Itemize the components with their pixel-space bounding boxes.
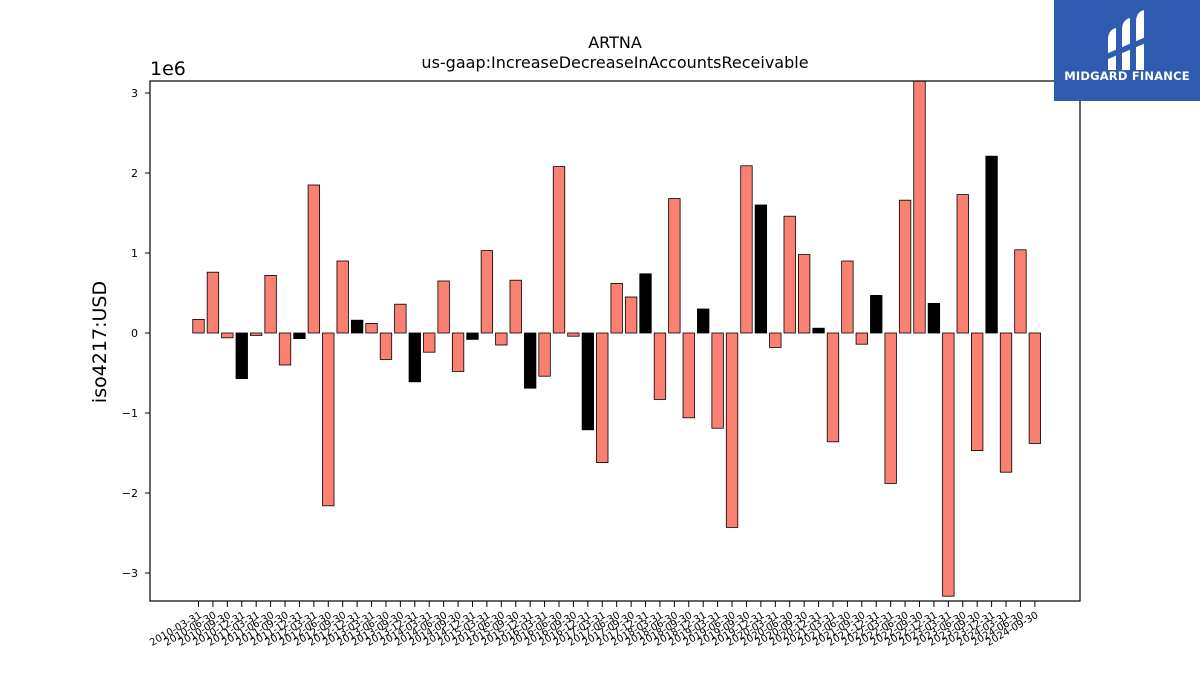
bar bbox=[797, 254, 811, 334]
bar bbox=[711, 332, 724, 429]
y-tick-label: 2 bbox=[131, 167, 138, 180]
bar bbox=[379, 332, 393, 360]
bar bbox=[884, 332, 897, 484]
midgard-logo-icon bbox=[1106, 10, 1148, 70]
bar bbox=[365, 322, 378, 334]
bar bbox=[1028, 332, 1042, 444]
bar bbox=[927, 302, 941, 334]
bar bbox=[336, 260, 349, 334]
y-tick-label: 3 bbox=[131, 87, 138, 100]
bar bbox=[624, 296, 638, 334]
y-tick-label: −3 bbox=[122, 567, 138, 580]
bar bbox=[682, 332, 695, 419]
bar bbox=[855, 332, 868, 345]
bar bbox=[942, 332, 955, 597]
bar bbox=[898, 199, 912, 334]
bar bbox=[610, 282, 623, 334]
y-tick-label: 1 bbox=[131, 247, 138, 260]
logo-text: MIDGARD FINANCE bbox=[1064, 69, 1190, 83]
bar bbox=[754, 204, 768, 334]
bar bbox=[206, 271, 220, 334]
bar bbox=[1014, 249, 1027, 334]
bar bbox=[221, 332, 234, 339]
bar bbox=[639, 273, 652, 334]
bar bbox=[408, 332, 421, 383]
bar bbox=[437, 280, 450, 334]
bar bbox=[538, 332, 551, 377]
bar bbox=[451, 332, 465, 372]
bar bbox=[423, 332, 436, 353]
bar bbox=[350, 319, 364, 334]
bar bbox=[826, 332, 840, 443]
bar bbox=[985, 155, 998, 334]
bar bbox=[466, 332, 479, 340]
y-axis-label: iso4217:USD bbox=[89, 281, 111, 403]
bar bbox=[264, 274, 277, 334]
bar bbox=[567, 332, 580, 337]
chart-title: ARTNA bbox=[588, 33, 642, 52]
bar bbox=[999, 332, 1013, 473]
midgard-finance-logo: MIDGARD FINANCE bbox=[1054, 0, 1200, 101]
bar bbox=[552, 166, 566, 334]
bar bbox=[192, 318, 205, 334]
bar bbox=[394, 303, 407, 334]
bar bbox=[971, 332, 984, 451]
bar bbox=[841, 260, 854, 334]
bar bbox=[322, 332, 335, 507]
bar bbox=[278, 332, 292, 366]
bar bbox=[307, 184, 321, 334]
bar bbox=[581, 332, 594, 431]
bar bbox=[913, 80, 926, 334]
y-offset-label: 1e6 bbox=[150, 58, 186, 80]
bar bbox=[480, 250, 494, 334]
bar bbox=[250, 332, 263, 336]
bar bbox=[725, 332, 739, 528]
bar bbox=[697, 308, 710, 334]
chart-subtitle: us-gaap:IncreaseDecreaseInAccountsReceiv… bbox=[421, 53, 808, 72]
bar bbox=[812, 327, 825, 334]
bar bbox=[740, 165, 753, 334]
bar bbox=[293, 332, 306, 339]
bar bbox=[653, 332, 667, 400]
y-tick-label: −2 bbox=[122, 487, 138, 500]
bar bbox=[596, 332, 609, 464]
y-tick-label: 0 bbox=[131, 327, 138, 340]
bar bbox=[524, 332, 537, 389]
bar bbox=[495, 332, 508, 346]
bar bbox=[956, 194, 969, 334]
plot-frame bbox=[149, 80, 1081, 602]
bar bbox=[509, 279, 522, 334]
bar bbox=[668, 198, 681, 334]
bar bbox=[783, 215, 796, 334]
y-tick-label: −1 bbox=[122, 407, 138, 420]
bar bbox=[769, 332, 782, 348]
bar bbox=[235, 332, 248, 379]
bar bbox=[870, 294, 883, 334]
